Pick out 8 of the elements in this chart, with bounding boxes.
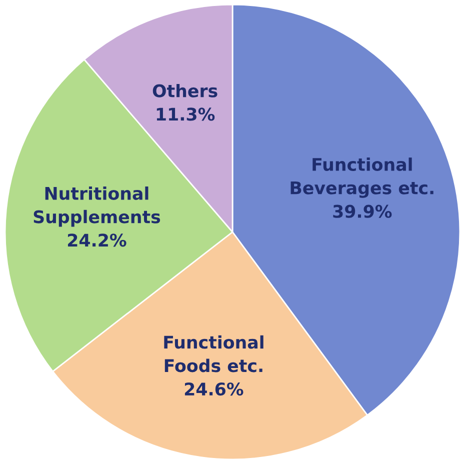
data-label: 24.6% — [184, 382, 244, 396]
slice-label: Functional Beverages etc. — [290, 158, 434, 198]
slice-label: Others — [152, 84, 218, 98]
slice-label: Nutritional Supplements — [34, 186, 160, 227]
data-label: 39.9% — [333, 204, 392, 218]
data-label: 11.3% — [156, 108, 215, 121]
data-label: 24.2% — [68, 234, 126, 247]
slice-label: Functional Foods etc. — [164, 335, 264, 372]
